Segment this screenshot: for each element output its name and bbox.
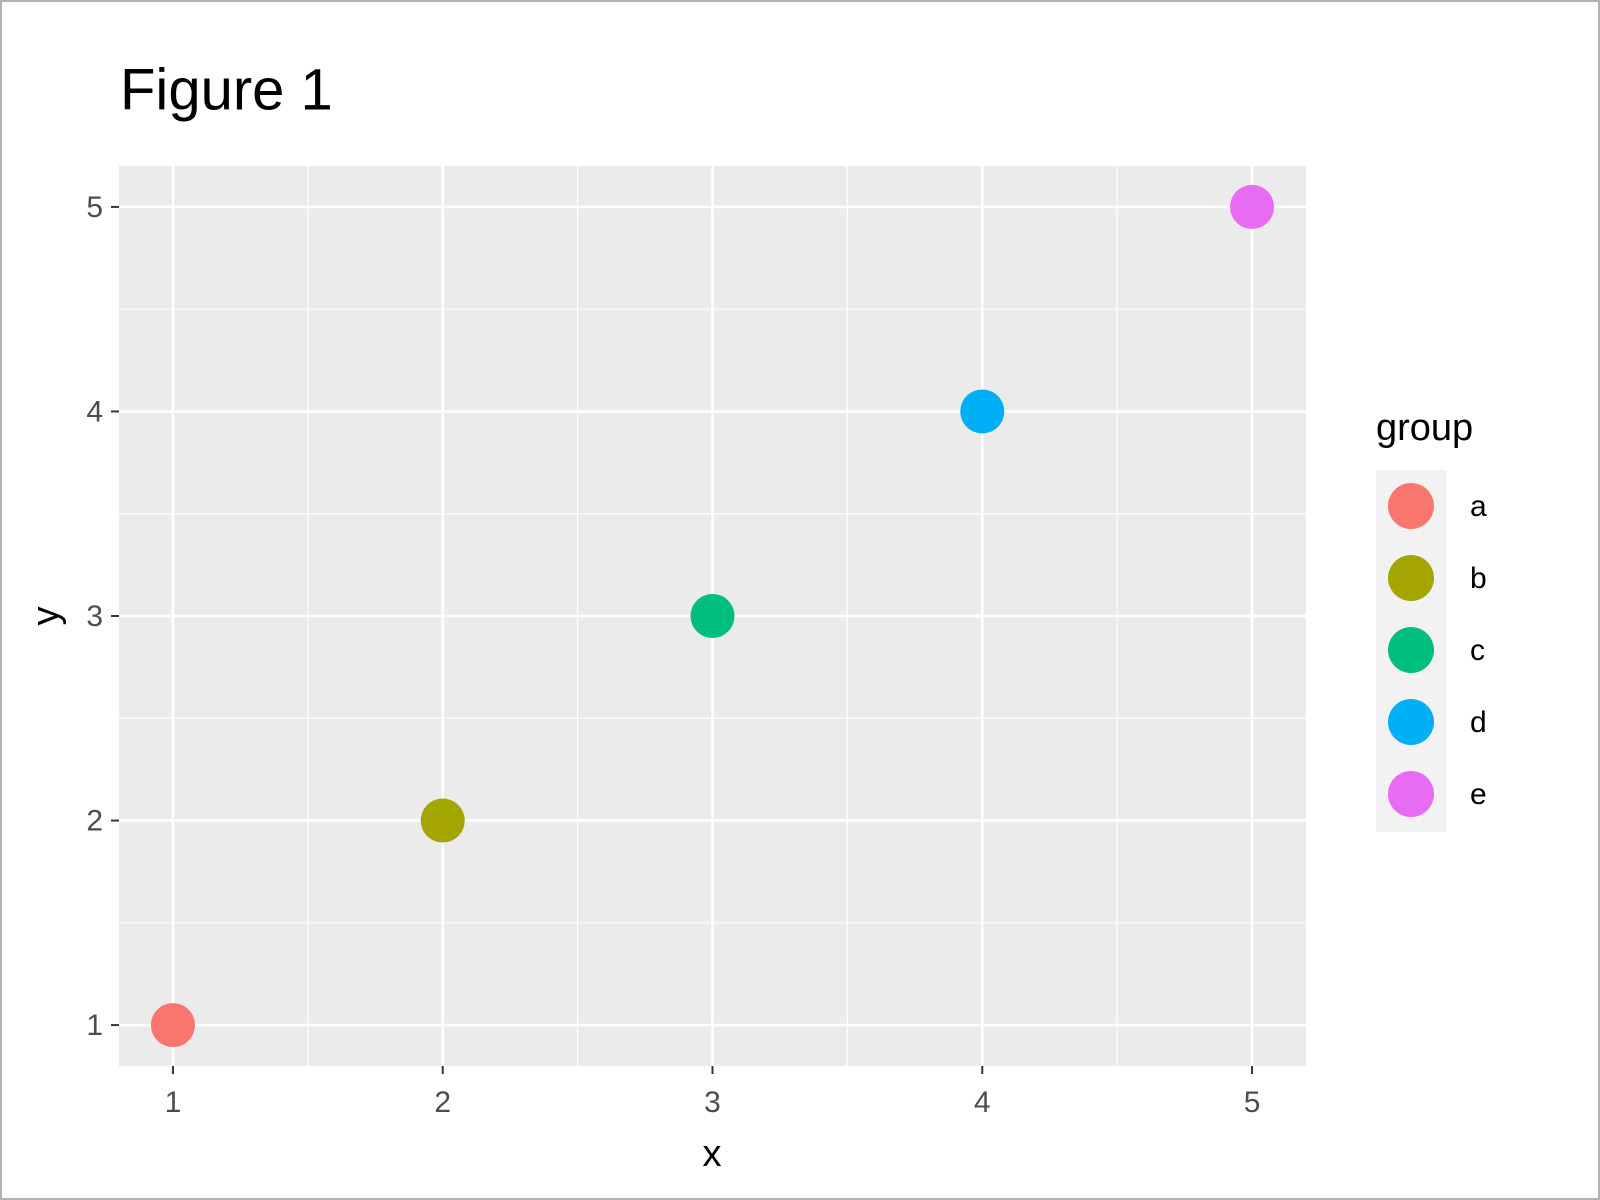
legend-marker (1388, 771, 1434, 817)
x-tick-label: 5 (1244, 1086, 1261, 1119)
legend-marker (1388, 699, 1434, 745)
y-tick-label: 4 (86, 395, 103, 428)
point (420, 798, 465, 843)
legend-label: d (1470, 706, 1487, 739)
y-tick-label: 2 (86, 804, 103, 837)
legend-title: group (1376, 407, 1473, 449)
y-tick-label: 3 (86, 600, 103, 633)
legend-marker (1388, 483, 1434, 529)
point (1230, 184, 1275, 229)
legend-label: e (1470, 778, 1487, 811)
x-tick-label: 2 (434, 1086, 451, 1119)
x-tick-label: 4 (974, 1086, 991, 1119)
chart-title: Figure 1 (120, 57, 333, 122)
y-axis-label: y (25, 607, 67, 626)
x-axis-label: x (703, 1133, 722, 1175)
y-tick-label: 1 (86, 1009, 103, 1042)
legend-label: a (1470, 490, 1487, 523)
x-tick-label: 3 (704, 1086, 721, 1119)
legend-label: b (1470, 562, 1487, 595)
legend-label: c (1470, 634, 1485, 667)
point (690, 594, 735, 638)
point (150, 1003, 195, 1048)
y-tick-label: 5 (86, 191, 103, 224)
x-tick-label: 1 (165, 1086, 182, 1119)
legend-marker (1388, 555, 1434, 601)
legend-marker (1388, 627, 1434, 673)
point (960, 389, 1005, 434)
